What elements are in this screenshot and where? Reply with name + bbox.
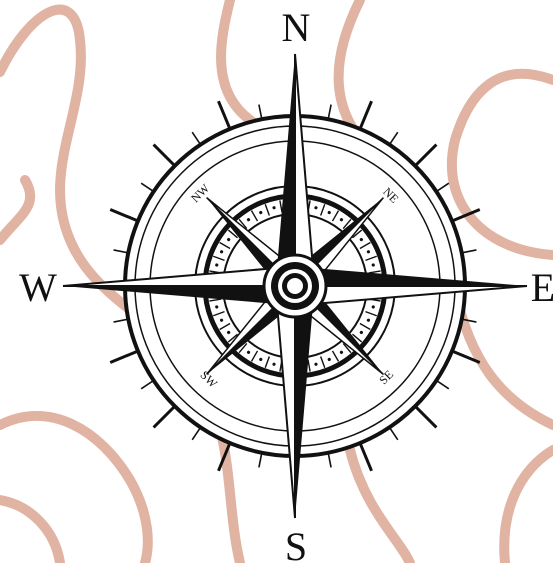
bead-dot xyxy=(259,210,263,215)
bead-tick xyxy=(238,218,248,229)
bead-dot xyxy=(371,263,375,267)
bead-tick xyxy=(238,343,248,354)
bead-tick xyxy=(342,343,352,354)
cardinal-points xyxy=(62,53,528,519)
bead-dot xyxy=(227,330,231,335)
bead-tick xyxy=(331,350,340,362)
bead-tick xyxy=(307,359,311,372)
bead-tick xyxy=(365,255,377,262)
bead-dot xyxy=(359,237,363,242)
bead-tick xyxy=(264,204,271,216)
center-hub-dot xyxy=(287,278,303,294)
point-half-dark xyxy=(277,54,295,286)
bead-tick xyxy=(342,218,352,229)
bead-dot xyxy=(327,357,331,362)
bead-tick xyxy=(359,241,371,250)
bead-dot xyxy=(339,218,344,222)
bead-tick xyxy=(365,310,377,317)
bead-tick xyxy=(213,310,225,317)
bead-tick xyxy=(352,333,363,343)
compass-rose xyxy=(62,53,528,519)
bead-dot xyxy=(272,206,276,210)
bead-dot xyxy=(246,350,251,354)
bead-tick xyxy=(331,210,340,222)
contour-line-left-arc xyxy=(0,175,36,245)
bead-dot xyxy=(314,362,318,366)
bead-dot xyxy=(227,237,231,242)
bead-dot xyxy=(371,305,375,309)
bead-tick xyxy=(213,255,225,262)
bead-dot xyxy=(215,263,219,267)
bead-tick xyxy=(319,356,326,368)
bead-dot xyxy=(259,357,263,362)
contour-line-bottom-left-corner xyxy=(0,495,65,563)
bead-tick xyxy=(209,298,222,302)
bead-dot xyxy=(219,318,224,322)
bead-dot xyxy=(246,218,251,222)
point-half-dark xyxy=(63,286,295,304)
contour-line-left-bottom xyxy=(0,411,153,563)
bead-tick xyxy=(264,356,271,368)
contour-line-bottom-right xyxy=(499,445,553,563)
bead-tick xyxy=(279,200,283,213)
bead-tick xyxy=(319,204,326,216)
bead-tick xyxy=(250,350,259,362)
bead-dot xyxy=(366,318,371,322)
bead-dot xyxy=(359,330,363,335)
point-half-dark xyxy=(295,286,313,518)
label-north: N xyxy=(282,5,311,50)
bead-tick xyxy=(352,229,363,239)
bead-dot xyxy=(215,305,219,309)
label-west: W xyxy=(19,265,57,310)
label-south: S xyxy=(285,524,307,563)
bead-dot xyxy=(314,206,318,210)
bead-tick xyxy=(219,241,231,250)
bead-tick xyxy=(250,210,259,222)
bead-dot xyxy=(339,350,344,354)
bead-tick xyxy=(359,322,371,331)
point-half-dark xyxy=(295,268,527,286)
bead-tick xyxy=(368,270,381,274)
bead-dot xyxy=(219,250,224,254)
bead-dot xyxy=(366,250,371,254)
label-east: E xyxy=(531,265,553,310)
cardinal-point xyxy=(277,53,315,289)
bead-tick xyxy=(227,229,238,239)
bead-tick xyxy=(219,322,231,331)
bead-dot xyxy=(272,362,276,366)
bead-tick xyxy=(227,333,238,343)
contour-line-right-loop xyxy=(446,68,553,260)
bead-dot xyxy=(327,210,331,215)
